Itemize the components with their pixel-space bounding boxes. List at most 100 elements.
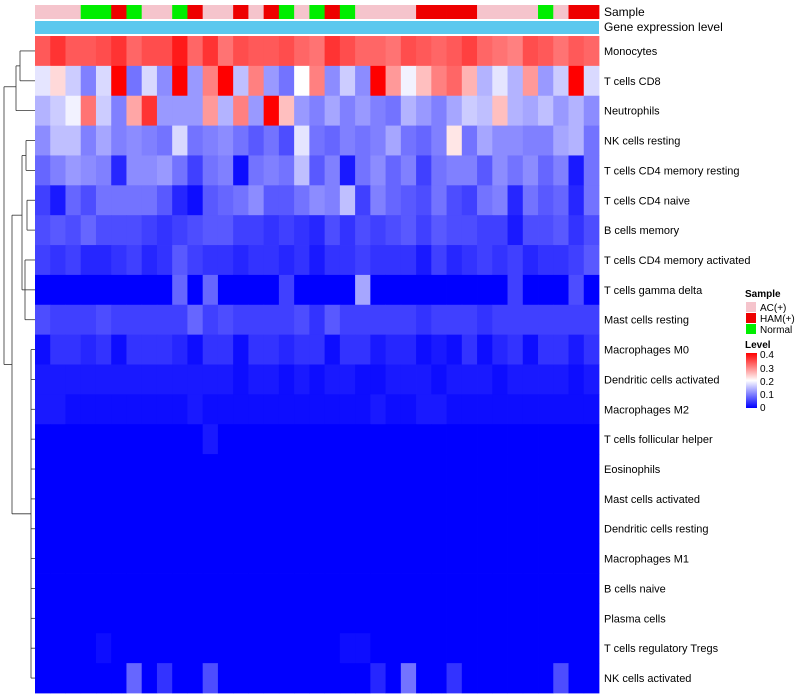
cell-mast-cells-resting-33 bbox=[522, 304, 539, 336]
cell-t-cells-cd4-memory-resting-19 bbox=[309, 155, 326, 186]
cell-t-cells-follicular-helper-13 bbox=[217, 424, 234, 455]
cell-b-cells-naive-10 bbox=[172, 573, 188, 604]
cell-b-cells-naive-26 bbox=[416, 573, 432, 604]
row-label-t-cells-gamma-delta: T cells gamma delta bbox=[604, 285, 703, 297]
cell-macrophages-m2-33 bbox=[522, 394, 539, 425]
cell-dendritic-cells-resting-15 bbox=[248, 513, 265, 545]
cell-t-cells-follicular-helper-23 bbox=[370, 424, 386, 455]
cell-dendritic-cells-resting-29 bbox=[461, 513, 478, 545]
cell-t-cells-regulatory-tregs-14 bbox=[233, 633, 249, 664]
sample-cell-20-ham bbox=[324, 5, 341, 19]
cell-nk-cells-resting-15 bbox=[248, 125, 265, 156]
cell-t-cells-cd4-memory-activated-31 bbox=[492, 245, 508, 276]
cell-macrophages-m1-2 bbox=[50, 543, 66, 574]
cell-t-cells-follicular-helper-37 bbox=[583, 424, 600, 455]
cell-neutrophils-29 bbox=[461, 95, 478, 126]
row-label-plasma-cells: Plasma cells bbox=[604, 613, 666, 625]
cell-dendritic-cells-resting-1 bbox=[35, 513, 51, 545]
cell-dendritic-cells-resting-4 bbox=[80, 513, 97, 545]
cell-dendritic-cells-activated-8 bbox=[141, 364, 158, 395]
cell-t-cells-regulatory-tregs-13 bbox=[217, 633, 234, 664]
cell-b-cells-memory-27 bbox=[431, 215, 447, 246]
cell-macrophages-m1-30 bbox=[477, 543, 493, 574]
cell-macrophages-m2-14 bbox=[233, 394, 249, 425]
cell-macrophages-m1-18 bbox=[294, 543, 310, 574]
cell-b-cells-memory-20 bbox=[324, 215, 341, 246]
cell-t-cells-gamma-delta-35 bbox=[553, 274, 569, 306]
cell-t-cells-follicular-helper-6 bbox=[111, 424, 127, 455]
cell-b-cells-naive-4 bbox=[80, 573, 97, 604]
cell-nk-cells-activated-13 bbox=[217, 663, 234, 694]
cell-t-cells-gamma-delta-7 bbox=[126, 274, 143, 306]
cell-nk-cells-activated-10 bbox=[172, 663, 188, 694]
cell-mast-cells-resting-32 bbox=[507, 304, 524, 336]
legend-tick-02: 0.2 bbox=[760, 377, 774, 388]
cell-macrophages-m2-12 bbox=[202, 394, 219, 425]
cell-b-cells-memory-23 bbox=[370, 215, 386, 246]
cell-plasma-cells-33 bbox=[522, 603, 539, 634]
row-dendrogram bbox=[3, 50, 35, 679]
cell-t-cells-follicular-helper-14 bbox=[233, 424, 249, 455]
cell-neutrophils-5 bbox=[95, 95, 112, 126]
cell-plasma-cells-1 bbox=[35, 603, 51, 634]
cell-macrophages-m0-32 bbox=[507, 334, 524, 365]
row-label-eosinophils: Eosinophils bbox=[604, 464, 661, 476]
cell-t-cells-cd4-memory-activated-5 bbox=[95, 245, 112, 276]
cell-t-cells-regulatory-tregs-21 bbox=[339, 633, 356, 664]
cell-plasma-cells-32 bbox=[507, 603, 524, 634]
legend-tick-04: 0.4 bbox=[760, 350, 774, 361]
cell-b-cells-naive-35 bbox=[553, 573, 569, 604]
sample-cell-28-ham bbox=[446, 5, 463, 19]
cell-t-cells-follicular-helper-33 bbox=[522, 424, 539, 455]
cell-monocytes-30 bbox=[477, 36, 493, 67]
sample-cell-16-ham bbox=[263, 5, 280, 19]
cell-t-cells-cd4-memory-resting-37 bbox=[583, 155, 600, 186]
cell-monocytes-32 bbox=[507, 36, 524, 67]
cell-t-cells-gamma-delta-5 bbox=[95, 274, 112, 306]
cell-t-cells-cd4-naive-2 bbox=[50, 185, 66, 216]
cell-t-cells-cd8-8 bbox=[141, 65, 158, 97]
cell-t-cells-follicular-helper-28 bbox=[446, 424, 463, 455]
cell-eosinophils-22 bbox=[355, 454, 371, 485]
cell-t-cells-cd4-naive-25 bbox=[400, 185, 417, 216]
cell-nk-cells-activated-27 bbox=[431, 663, 447, 694]
row-label-neutrophils: Neutrophils bbox=[604, 106, 660, 118]
cell-t-cells-regulatory-tregs-9 bbox=[156, 633, 173, 664]
cell-mast-cells-activated-31 bbox=[492, 483, 508, 515]
cell-t-cells-gamma-delta-22 bbox=[355, 274, 371, 306]
sample-cell-12-ac bbox=[202, 5, 219, 19]
cell-t-cells-regulatory-tregs-12 bbox=[202, 633, 219, 664]
cell-b-cells-naive-25 bbox=[400, 573, 417, 604]
cell-t-cells-gamma-delta-26 bbox=[416, 274, 432, 306]
cell-t-cells-follicular-helper-15 bbox=[248, 424, 265, 455]
cell-macrophages-m0-29 bbox=[461, 334, 478, 365]
cell-b-cells-naive-29 bbox=[461, 573, 478, 604]
cell-t-cells-follicular-helper-18 bbox=[294, 424, 310, 455]
cell-dendritic-cells-activated-11 bbox=[187, 364, 204, 395]
cell-t-cells-cd4-memory-resting-2 bbox=[50, 155, 66, 186]
cell-mast-cells-resting-13 bbox=[217, 304, 234, 336]
cell-dendritic-cells-activated-3 bbox=[65, 364, 82, 395]
cell-t-cells-gamma-delta-32 bbox=[507, 274, 524, 306]
sample-annotation-track bbox=[35, 5, 600, 19]
cell-nk-cells-activated-35 bbox=[553, 663, 569, 694]
cell-t-cells-gamma-delta-16 bbox=[263, 274, 280, 306]
cell-t-cells-cd4-naive-35 bbox=[553, 185, 569, 216]
cell-eosinophils-5 bbox=[95, 454, 112, 485]
cell-mast-cells-resting-36 bbox=[568, 304, 585, 336]
row-label-monocytes: Monocytes bbox=[604, 46, 658, 58]
cell-t-cells-cd4-memory-resting-32 bbox=[507, 155, 524, 186]
cell-plasma-cells-14 bbox=[233, 603, 249, 634]
cell-t-cells-gamma-delta-15 bbox=[248, 274, 265, 306]
cell-b-cells-memory-16 bbox=[263, 215, 280, 246]
cell-macrophages-m1-1 bbox=[35, 543, 51, 574]
cell-nk-cells-activated-30 bbox=[477, 663, 493, 694]
cell-t-cells-cd4-memory-activated-30 bbox=[477, 245, 493, 276]
cell-neutrophils-31 bbox=[492, 95, 508, 126]
cell-t-cells-cd4-memory-resting-18 bbox=[294, 155, 310, 186]
cell-neutrophils-11 bbox=[187, 95, 204, 126]
cell-macrophages-m1-36 bbox=[568, 543, 585, 574]
cell-t-cells-regulatory-tregs-33 bbox=[522, 633, 539, 664]
cell-b-cells-naive-30 bbox=[477, 573, 493, 604]
cell-monocytes-33 bbox=[522, 36, 539, 67]
